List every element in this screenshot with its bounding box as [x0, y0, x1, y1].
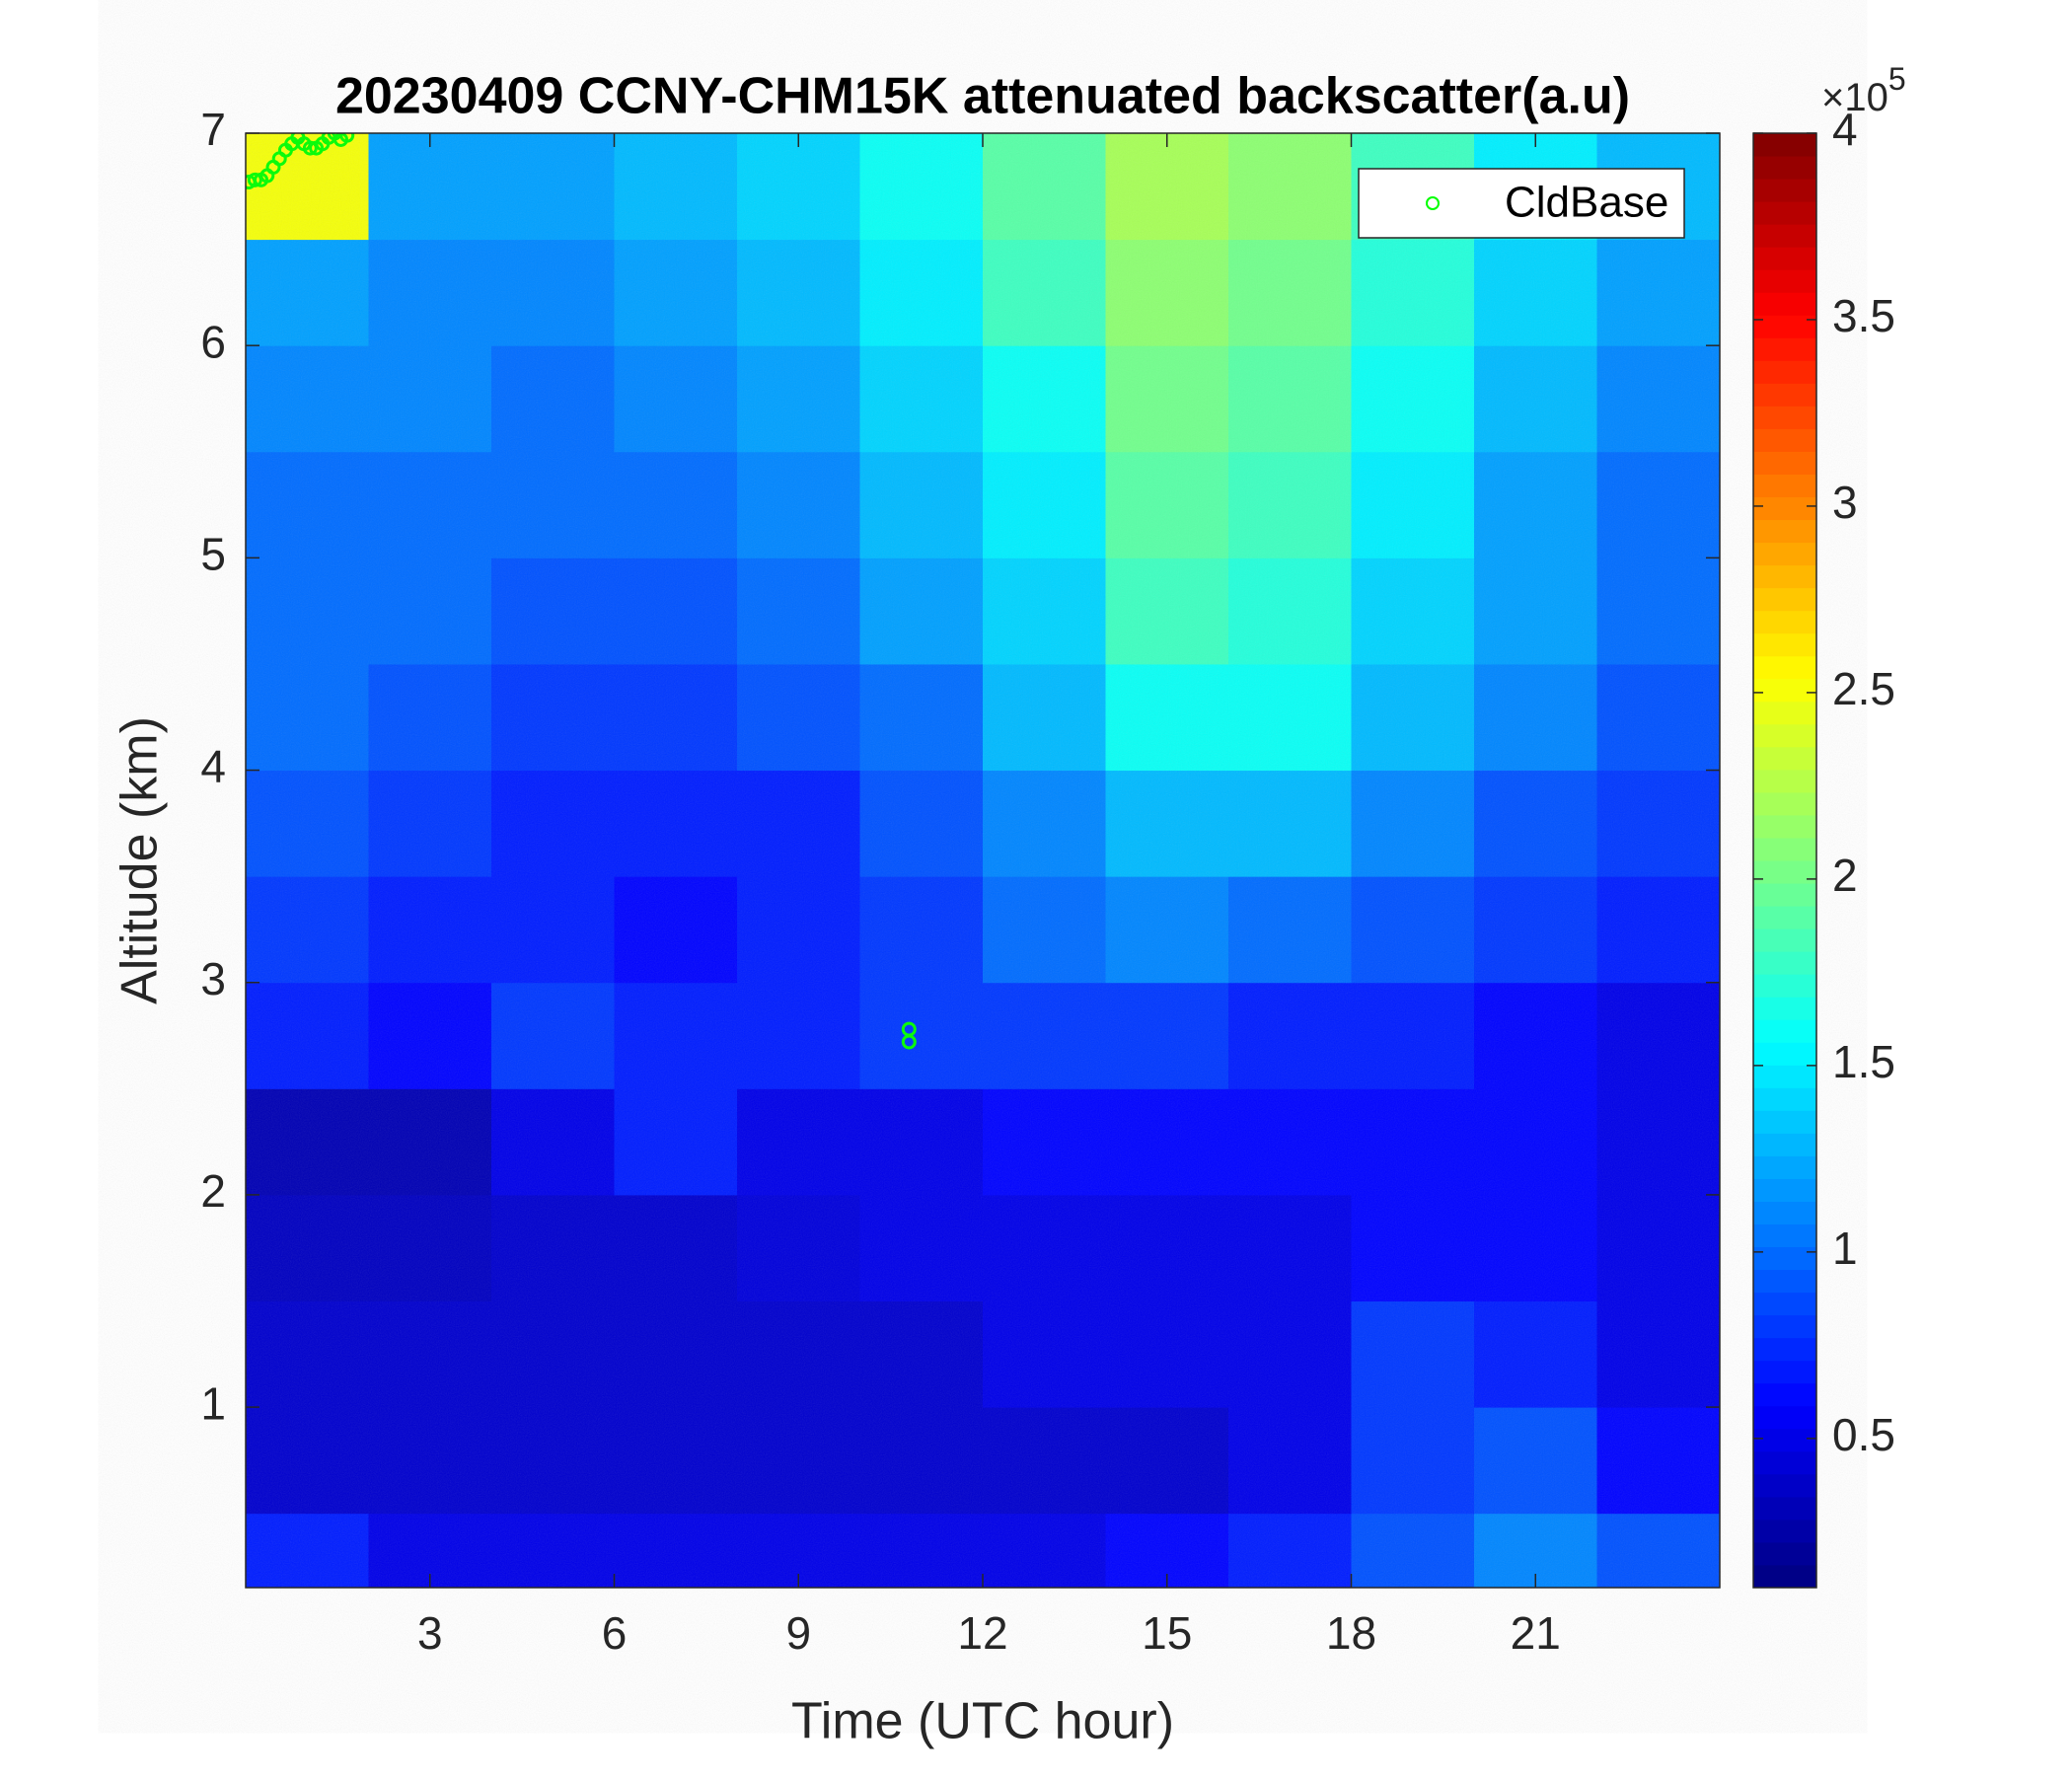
- colorbar-segment: [1753, 156, 1816, 180]
- y-tick-label: 2: [200, 1165, 226, 1217]
- legend-label: CldBase: [1505, 179, 1668, 227]
- colorbar-segment: [1753, 1019, 1816, 1043]
- colorbar-frame: [1752, 132, 1817, 1589]
- colorbar-tick-label: 3.5: [1832, 290, 1895, 341]
- colorbar-segment: [1753, 360, 1816, 384]
- colorbar-segment: [1753, 1496, 1816, 1521]
- chart-title: 20230409 CCNY-CHM15K attenuated backscat…: [335, 68, 1630, 125]
- colorbar-segment: [1753, 1042, 1816, 1066]
- colorbar-segment: [1753, 1269, 1816, 1294]
- colorbar-segment: [1753, 1155, 1816, 1179]
- x-tick-label: 21: [1511, 1607, 1561, 1659]
- colorbar-tick-label: 2.5: [1832, 663, 1895, 714]
- colorbar-segment: [1753, 406, 1816, 429]
- colorbar-segment: [1753, 1110, 1816, 1134]
- colorbar-tick-label: 4: [1832, 104, 1858, 155]
- y-tick-label: 6: [200, 316, 226, 367]
- x-tick-label: 3: [417, 1607, 443, 1659]
- y-axis-label: Altitude (km): [111, 716, 169, 1004]
- colorbar-segment: [1753, 587, 1816, 612]
- colorbar-segment: [1753, 632, 1816, 657]
- colorbar-segment: [1753, 860, 1816, 884]
- y-tick-label: 4: [200, 741, 226, 792]
- colorbar-segment: [1753, 655, 1816, 680]
- colorbar-segment: [1753, 201, 1816, 225]
- colorbar-segment: [1753, 428, 1816, 452]
- colorbar-segment: [1753, 496, 1816, 521]
- colorbar-segment: [1753, 769, 1816, 793]
- colorbar-segment: [1753, 974, 1816, 998]
- colorbar-segment: [1753, 701, 1816, 725]
- colorbar-segment: [1753, 814, 1816, 839]
- colorbar-segment: [1753, 269, 1816, 293]
- y-tick-label: 7: [200, 104, 226, 155]
- colorbar-tick-label: 1.5: [1832, 1036, 1895, 1087]
- x-axis-label: Time (UTC hour): [791, 1693, 1174, 1750]
- colorbar-segment: [1753, 292, 1816, 316]
- x-tick-label: 18: [1326, 1607, 1376, 1659]
- colorbar-segment: [1753, 315, 1816, 338]
- y-tick-label: 5: [200, 529, 226, 580]
- colorbar-segment: [1753, 1224, 1816, 1248]
- colorbar-segment: [1753, 542, 1816, 566]
- y-tick-label: 1: [200, 1377, 226, 1429]
- colorbar-segment: [1753, 997, 1816, 1020]
- colorbar-segment: [1753, 1519, 1816, 1543]
- multiplier-exponent: 5: [1888, 61, 1906, 97]
- colorbar-segment: [1753, 383, 1816, 407]
- colorbar-segment: [1753, 1360, 1816, 1384]
- colorbar-segment: [1753, 883, 1816, 907]
- colorbar-segment: [1753, 179, 1816, 202]
- colorbar-segment: [1753, 837, 1816, 861]
- colorbar-tick-label: 1: [1832, 1223, 1858, 1274]
- colorbar-tick-label: 0.5: [1832, 1409, 1895, 1460]
- colorbar-segment: [1753, 1428, 1816, 1452]
- colorbar-segment: [1753, 1178, 1816, 1202]
- colorbar-segment: [1753, 1065, 1816, 1088]
- colorbar-segment: [1753, 1087, 1816, 1111]
- colorbar-segment: [1753, 1292, 1816, 1316]
- colorbar-segment: [1753, 337, 1816, 361]
- colorbar-multiplier: ×105: [1821, 61, 1906, 118]
- y-tick-label: 3: [200, 953, 226, 1004]
- legend-marker: [1426, 196, 1440, 210]
- colorbar-segment: [1753, 519, 1816, 544]
- colorbar-segment: [1753, 610, 1816, 634]
- colorbar-tick-label: 2: [1832, 850, 1858, 901]
- colorbar-segment: [1753, 1201, 1816, 1224]
- colorbar-segment: [1753, 1450, 1816, 1475]
- colorbar-segment: [1753, 1405, 1816, 1430]
- texture: [246, 133, 1720, 1588]
- colorbar-segment: [1753, 678, 1816, 703]
- x-tick-label: 9: [785, 1607, 811, 1659]
- colorbar-segment: [1753, 1337, 1816, 1362]
- colorbar-segment: [1753, 1564, 1816, 1589]
- colorbar-segment: [1753, 746, 1816, 771]
- colorbar-segment: [1753, 928, 1816, 952]
- x-tick-label: 15: [1142, 1607, 1192, 1659]
- colorbar-segment: [1753, 474, 1816, 497]
- colorbar-segment: [1753, 906, 1816, 929]
- colorbar-segment: [1753, 1246, 1816, 1271]
- colorbar-tick-label: 3: [1832, 477, 1858, 528]
- colorbar-segment: [1753, 1541, 1816, 1566]
- colorbar-segment: [1753, 723, 1816, 748]
- colorbar-segment: [1753, 1314, 1816, 1339]
- colorbar-segment: [1753, 791, 1816, 816]
- legend-box: [1358, 168, 1685, 239]
- colorbar-segment: [1753, 1382, 1816, 1407]
- colorbar-segment: [1753, 1473, 1816, 1498]
- colorbar-segment: [1753, 451, 1816, 475]
- multiplier-base: ×10: [1821, 76, 1888, 119]
- x-tick-label: 6: [602, 1607, 628, 1659]
- x-tick-label: 12: [957, 1607, 1007, 1659]
- colorbar-segment: [1753, 224, 1816, 248]
- colorbar-segment: [1753, 247, 1816, 270]
- colorbar-segment: [1753, 133, 1816, 157]
- colorbar-segment: [1753, 564, 1816, 589]
- colorbar-segment: [1753, 1133, 1816, 1156]
- colorbar-segment: [1753, 951, 1816, 975]
